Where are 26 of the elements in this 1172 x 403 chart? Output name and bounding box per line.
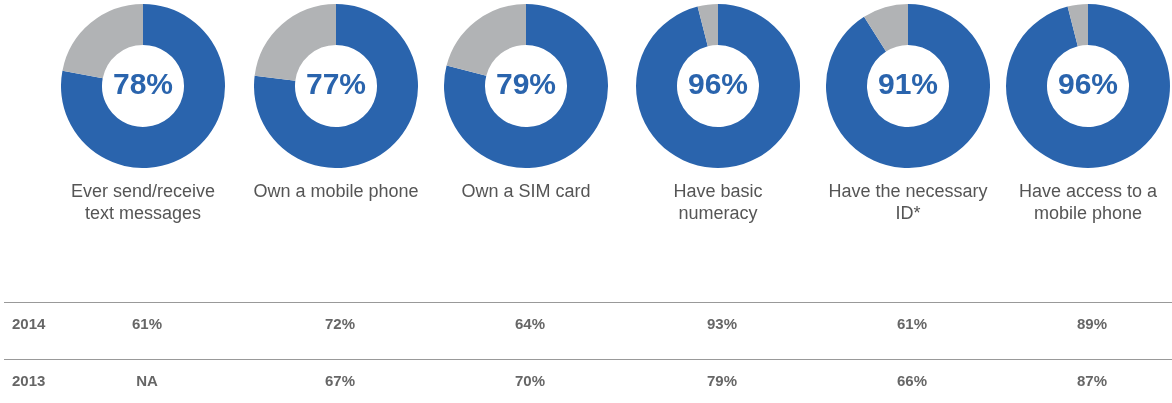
text: 70% xyxy=(514,372,546,389)
text: 61% xyxy=(131,315,163,332)
data-label: 78% xyxy=(112,67,174,101)
text: 79% xyxy=(706,372,738,389)
text: NA xyxy=(135,372,159,389)
text: Ever send/receive text messages xyxy=(69,180,217,224)
data-label: 91% xyxy=(877,67,939,101)
text: 61% xyxy=(896,315,928,332)
text: 87% xyxy=(1076,372,1108,389)
text: 2013 xyxy=(12,372,46,389)
text: Own a mobile phone xyxy=(252,180,420,202)
data-label: 77% xyxy=(305,67,367,101)
text: Own a SIM card xyxy=(460,180,592,202)
text: Have basic numeracy xyxy=(672,180,764,224)
text: 66% xyxy=(896,372,928,389)
text: 93% xyxy=(706,315,738,332)
text: 89% xyxy=(1076,315,1108,332)
text: 72% xyxy=(324,315,356,332)
data-label: 96% xyxy=(687,67,749,101)
text: 64% xyxy=(514,315,546,332)
data-label: 79% xyxy=(495,67,557,101)
text: 67% xyxy=(324,372,356,389)
text: Have the necessary ID* xyxy=(827,180,989,224)
text: 2014 xyxy=(12,315,46,332)
text: Have access to a mobile phone xyxy=(1017,180,1159,224)
data-label: 96% xyxy=(1057,67,1119,101)
